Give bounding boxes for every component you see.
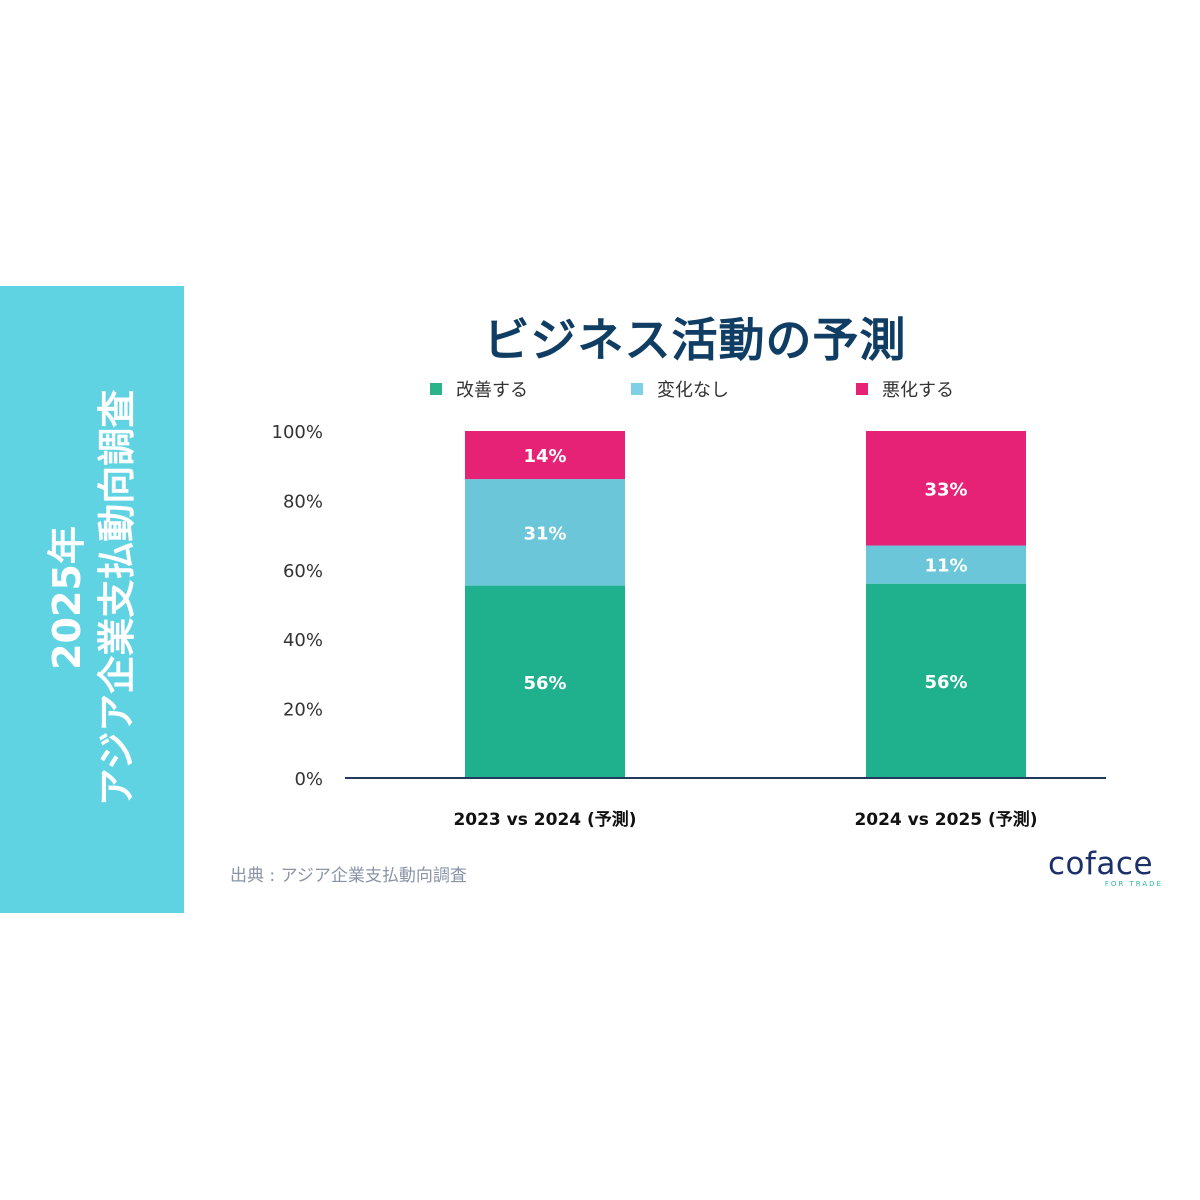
side-panel xyxy=(0,286,184,913)
coface-logo: coface FOR TRADE xyxy=(1048,846,1163,888)
bar-segment-improve xyxy=(465,585,625,778)
data-label: 56% xyxy=(924,672,967,693)
bar-segment-worsen xyxy=(866,431,1026,546)
data-label: 33% xyxy=(924,479,967,500)
y-tick-label: 80% xyxy=(283,491,323,512)
bar-segment-unchanged xyxy=(465,479,625,586)
y-tick-label: 60% xyxy=(283,561,323,582)
stacked-bar-chart: 0% 20% 40% 60% 80% 100% 56% 31% 14% 2023 vs 2024 … xyxy=(272,422,1106,830)
y-tick-label: 40% xyxy=(283,630,323,651)
bar-segment-improve xyxy=(866,583,1026,778)
y-tick-label: 0% xyxy=(294,769,323,790)
chart-title: ビジネス活動の予測 xyxy=(483,313,907,367)
x-category-label: 2023 vs 2024 (予測) xyxy=(453,809,636,830)
legend: 改善する 変化なし 悪化する xyxy=(0,376,1200,402)
legend-label-unchanged: 変化なし xyxy=(657,380,729,401)
logo-tagline: FOR TRADE xyxy=(1104,880,1163,888)
x-category-label: 2024 vs 2025 (予測) xyxy=(854,809,1037,830)
legend-label-improve: 改善する xyxy=(456,380,528,401)
legend-item-improve: 改善する xyxy=(430,376,528,402)
data-label: 11% xyxy=(924,556,967,577)
bar-segment-worsen xyxy=(465,431,625,480)
legend-swatch-worsen xyxy=(856,383,868,395)
y-tick-label: 20% xyxy=(283,700,323,721)
logo-wordmark: coface xyxy=(1048,846,1154,882)
y-tick-label: 100% xyxy=(272,422,323,443)
legend-label-worsen: 悪化する xyxy=(882,380,954,401)
bar-segment-unchanged xyxy=(866,545,1026,584)
legend-swatch-unchanged xyxy=(631,383,643,395)
data-label: 14% xyxy=(523,446,566,467)
legend-item-unchanged: 変化なし xyxy=(631,376,729,402)
data-label: 56% xyxy=(523,673,566,694)
legend-swatch-improve xyxy=(430,383,442,395)
source-note: 出典 : アジア企業支払動向調査 xyxy=(230,866,467,886)
legend-item-worsen: 悪化する xyxy=(856,376,954,402)
data-label: 31% xyxy=(523,523,566,544)
